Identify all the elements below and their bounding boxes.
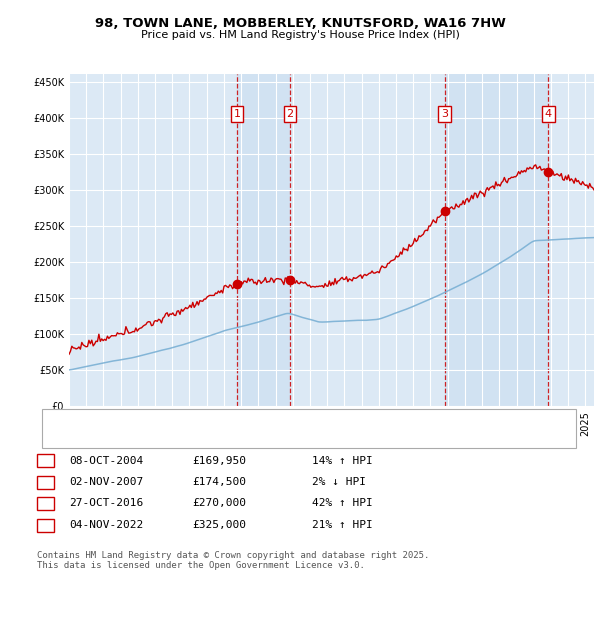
Text: 42% ↑ HPI: 42% ↑ HPI <box>312 498 373 508</box>
Text: 2: 2 <box>286 109 293 119</box>
Text: HPI: Average price, semi-detached house, Cheshire East: HPI: Average price, semi-detached house,… <box>69 431 344 441</box>
Text: £270,000: £270,000 <box>192 498 246 508</box>
Text: Contains HM Land Registry data © Crown copyright and database right 2025.
This d: Contains HM Land Registry data © Crown c… <box>37 551 430 570</box>
Text: £169,950: £169,950 <box>192 456 246 466</box>
Text: 04-NOV-2022: 04-NOV-2022 <box>69 520 143 530</box>
Text: 98, TOWN LANE, MOBBERLEY, KNUTSFORD, WA16 7HW: 98, TOWN LANE, MOBBERLEY, KNUTSFORD, WA1… <box>95 17 505 30</box>
Text: 27-OCT-2016: 27-OCT-2016 <box>69 498 143 508</box>
Text: Price paid vs. HM Land Registry's House Price Index (HPI): Price paid vs. HM Land Registry's House … <box>140 30 460 40</box>
Text: —: — <box>51 428 67 443</box>
Text: 21% ↑ HPI: 21% ↑ HPI <box>312 520 373 530</box>
Text: 98, TOWN LANE, MOBBERLEY, KNUTSFORD, WA16 7HW (semi-detached house): 98, TOWN LANE, MOBBERLEY, KNUTSFORD, WA1… <box>69 415 457 425</box>
Text: 02-NOV-2007: 02-NOV-2007 <box>69 477 143 487</box>
Bar <box>237 74 290 406</box>
Bar <box>445 74 548 406</box>
Text: £174,500: £174,500 <box>192 477 246 487</box>
Text: 14% ↑ HPI: 14% ↑ HPI <box>312 456 373 466</box>
Text: 1: 1 <box>233 109 241 119</box>
Text: £325,000: £325,000 <box>192 520 246 530</box>
Text: —: — <box>51 412 67 427</box>
Text: 3: 3 <box>441 109 448 119</box>
Text: 08-OCT-2004: 08-OCT-2004 <box>69 456 143 466</box>
Text: 1: 1 <box>42 456 49 466</box>
Text: 2% ↓ HPI: 2% ↓ HPI <box>312 477 366 487</box>
Text: 4: 4 <box>545 109 552 119</box>
Text: 3: 3 <box>42 498 49 508</box>
Text: 2: 2 <box>42 477 49 487</box>
Text: 4: 4 <box>42 520 49 530</box>
